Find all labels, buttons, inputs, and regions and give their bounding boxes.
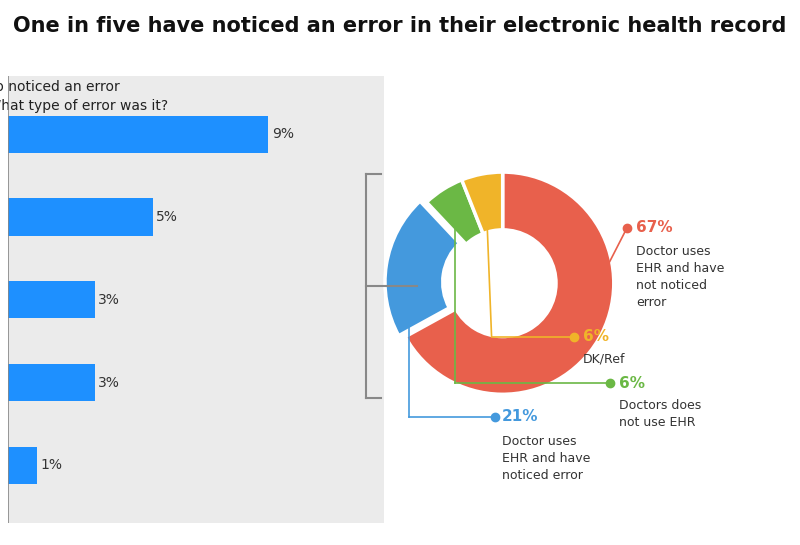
Text: DK/Ref: DK/Ref <box>582 352 625 365</box>
Text: 6%: 6% <box>582 329 609 344</box>
Bar <box>8 447 37 484</box>
Bar <box>8 116 268 153</box>
Text: Doctor uses
EHR and have
noticed error: Doctor uses EHR and have noticed error <box>502 435 590 482</box>
Text: Doctor uses
EHR and have
not noticed
error: Doctor uses EHR and have not noticed err… <box>636 245 724 310</box>
Text: 1%: 1% <box>40 458 62 473</box>
Bar <box>8 198 153 235</box>
Text: 67%: 67% <box>636 220 673 235</box>
Wedge shape <box>426 180 483 244</box>
Wedge shape <box>385 201 459 336</box>
Text: 6%: 6% <box>619 376 646 391</box>
Text: 21%: 21% <box>502 409 538 424</box>
Wedge shape <box>462 172 502 234</box>
Text: 9%: 9% <box>272 127 294 141</box>
Text: Asked of the 2% who noticed an error
in medical record. What type of error was i: Asked of the 2% who noticed an error in … <box>0 81 168 113</box>
Text: One in five have noticed an error in their electronic health record: One in five have noticed an error in the… <box>14 16 786 37</box>
Text: 3%: 3% <box>98 293 120 307</box>
Wedge shape <box>406 172 614 394</box>
Text: 5%: 5% <box>156 210 178 224</box>
Text: Doctors does
not use EHR: Doctors does not use EHR <box>619 399 702 429</box>
Text: 3%: 3% <box>98 376 120 390</box>
Bar <box>8 364 94 401</box>
Bar <box>8 281 94 318</box>
